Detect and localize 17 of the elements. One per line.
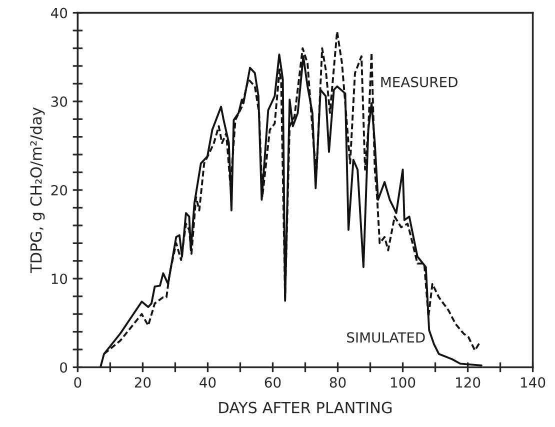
y-tick-label: 0: [60, 362, 68, 373]
y-tick-label: 40: [50, 8, 68, 18]
y-tick-label: 30: [51, 96, 68, 107]
annotation: SIMULATED: [347, 332, 425, 343]
x-tick-label: 60: [264, 377, 281, 388]
x-tick-label: 40: [200, 377, 216, 388]
y-tick-label: 10: [52, 274, 68, 284]
x-tick-label: 120: [456, 377, 480, 388]
y-tick-label: 20: [51, 184, 68, 196]
x-tick-label: 140: [521, 377, 546, 388]
x-tick-label: 20: [134, 377, 151, 388]
x-tick-label: 80: [330, 377, 346, 388]
annotation: MEASURED: [381, 76, 458, 88]
y-axis-title: TDPG, g CH₂O/m²/day: [30, 107, 45, 274]
x-axis-title: DAYS AFTER PLANTING: [219, 402, 392, 414]
x-tick-label: 100: [391, 377, 416, 388]
x-tick-label: 0: [74, 377, 82, 388]
